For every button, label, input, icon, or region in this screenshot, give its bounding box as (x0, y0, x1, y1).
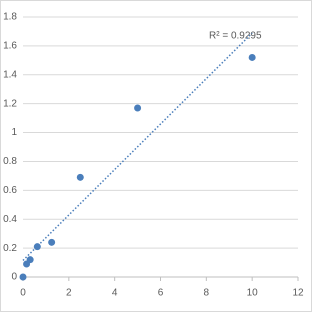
annotation: R² = 0.9295 (209, 31, 262, 42)
data-point (134, 104, 142, 112)
x-tick-label: 2 (66, 288, 72, 299)
data-point (33, 243, 41, 251)
y-tick-label: 0.6 (3, 185, 17, 196)
x-tick-label: 12 (292, 288, 304, 299)
x-tick-label: 4 (112, 288, 118, 299)
y-tick-label: 0 (11, 272, 17, 283)
x-tick-label: 8 (204, 288, 210, 299)
y-tick-label: 1.4 (3, 69, 17, 80)
data-point (76, 173, 84, 181)
y-tick-label: 1.6 (3, 41, 17, 52)
data-point (248, 53, 256, 61)
y-tick-label: 0.2 (3, 243, 17, 254)
x-tick-label: 10 (247, 288, 259, 299)
x-tick-label: 0 (20, 288, 26, 299)
data-point (26, 256, 34, 264)
y-tick-label: 1 (11, 127, 17, 138)
data-point (48, 238, 56, 246)
chart-border (0, 0, 312, 312)
trendline (22, 32, 253, 261)
y-tick-label: 0.8 (3, 156, 17, 167)
y-tick-label: 1.8 (3, 12, 17, 23)
x-tick-label: 6 (158, 288, 164, 299)
chart: R² = 0.9295 0 0.2 0.4 0.6 0.8 1 1.2 1.4 1.6 1.8 0 2… (0, 0, 312, 312)
y-tick-label: 1.2 (3, 98, 17, 109)
y-tick-label: 0.4 (3, 214, 17, 225)
data-point (19, 273, 27, 281)
